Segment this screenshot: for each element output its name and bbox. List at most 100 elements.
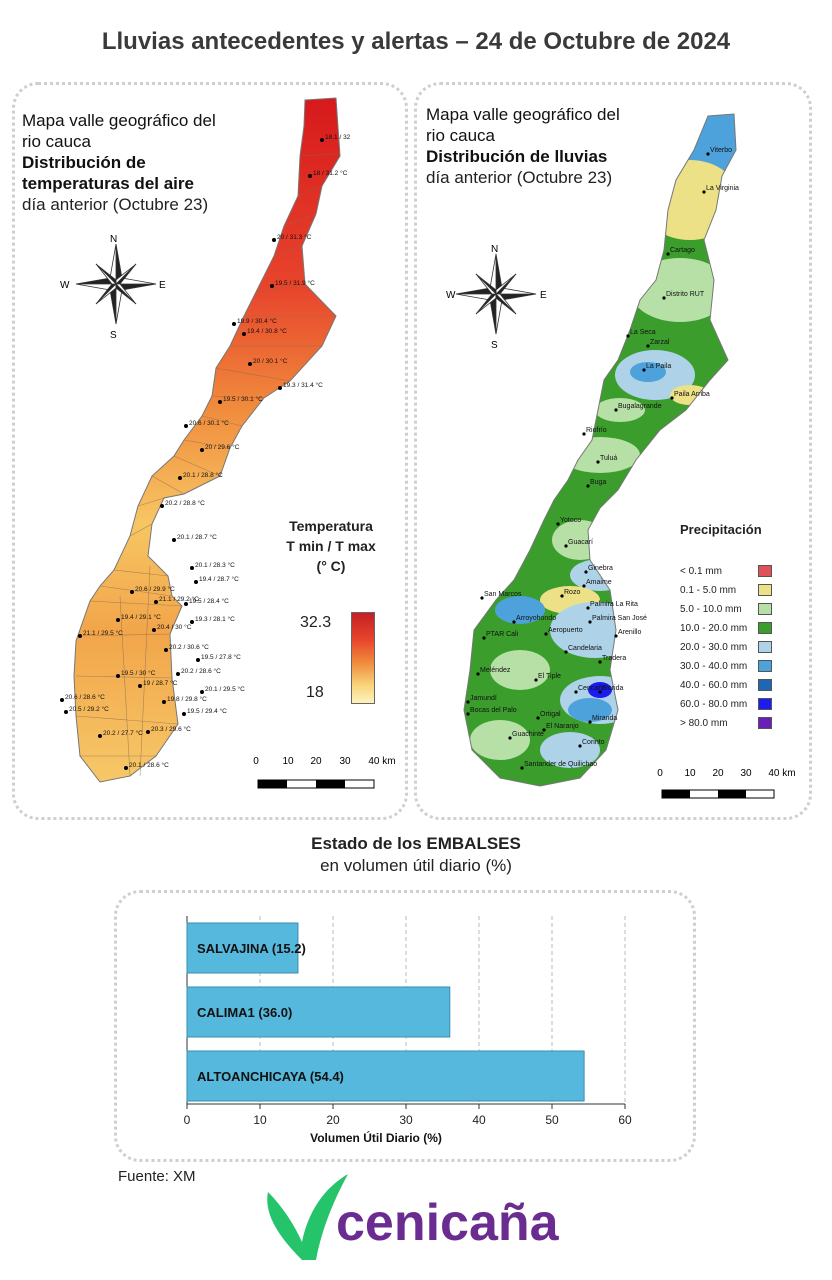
station-label: 20.6 / 28.6 °C bbox=[65, 693, 105, 701]
place-dot bbox=[534, 678, 538, 682]
rain-legend-swatch bbox=[758, 698, 772, 710]
place-label: El Tiple bbox=[538, 673, 561, 680]
temp-scale-10: 10 bbox=[282, 756, 294, 767]
station-dot bbox=[194, 580, 198, 584]
station-dot bbox=[308, 174, 312, 178]
rain-legend-swatch bbox=[758, 584, 772, 596]
temp-scale-20: 20 bbox=[310, 756, 322, 767]
temp-heading-line2: rio cauca bbox=[22, 132, 91, 151]
rain-scale-40: 40 km bbox=[768, 768, 795, 779]
place-label: La Seca bbox=[630, 329, 656, 336]
compass-n: N bbox=[110, 234, 117, 245]
place-dot bbox=[536, 716, 540, 720]
place-label: Ginebra bbox=[588, 565, 613, 572]
station-label: 21.1 / 29.2 °C bbox=[159, 595, 199, 603]
bar bbox=[186, 986, 451, 1038]
x-tick-label: 30 bbox=[399, 1113, 413, 1127]
rain-legend-title: Precipitación bbox=[680, 522, 762, 537]
compass-s: S bbox=[110, 330, 117, 341]
station-label: 19.8 / 29.8 °C bbox=[167, 695, 207, 703]
station-dot bbox=[200, 448, 204, 452]
station-dot bbox=[154, 600, 158, 604]
station-dot bbox=[270, 284, 274, 288]
temp-legend-title3: (° C) bbox=[316, 558, 346, 574]
place-label: Florida bbox=[602, 685, 624, 692]
station-label: 19.4 / 30.8 °C bbox=[247, 327, 287, 335]
place-label: Paila Arriba bbox=[674, 391, 710, 398]
bar-label: CALIMA1 (36.0) bbox=[197, 1005, 292, 1020]
station-label: 20.1 / 29.5 °C bbox=[205, 685, 245, 693]
station-dot bbox=[130, 590, 134, 594]
station-dot bbox=[176, 672, 180, 676]
station-label: 19.5 / 31.9 °C bbox=[275, 279, 315, 287]
station-dot bbox=[164, 648, 168, 652]
rain-scale-30: 30 bbox=[740, 768, 752, 779]
station-label: 20.2 / 27.7 °C bbox=[103, 729, 143, 737]
leaf-icon bbox=[267, 1174, 348, 1260]
rain-scale-10: 10 bbox=[684, 768, 696, 779]
bar-label: ALTOANCHICAYA (54.4) bbox=[197, 1069, 344, 1084]
place-label: Buga bbox=[590, 479, 606, 486]
station-dot bbox=[190, 566, 194, 570]
temperature-region-shape bbox=[73, 97, 341, 783]
bar bbox=[186, 922, 299, 974]
compass-rose-icon: N S E W bbox=[446, 244, 547, 351]
station-label: 20.1 / 28.7 °C bbox=[177, 533, 217, 541]
compass-e: E bbox=[540, 290, 547, 301]
station-label: 20.2 / 28.6 °C bbox=[181, 667, 221, 675]
rain-legend-label: < 0.1 mm bbox=[680, 566, 722, 577]
temp-heading-line1: Mapa valle geográfico del bbox=[22, 111, 216, 130]
place-dot bbox=[626, 334, 630, 338]
station-dot bbox=[138, 684, 142, 688]
place-label: Tradera bbox=[602, 655, 626, 662]
rain-legend-label: 5.0 - 10.0 mm bbox=[680, 604, 742, 615]
place-dot bbox=[556, 522, 560, 526]
station-dot bbox=[200, 690, 204, 694]
station-dot bbox=[152, 628, 156, 632]
place-dot bbox=[670, 396, 674, 400]
temp-legend-max: 32.3 bbox=[300, 614, 332, 631]
station-label: 19.5 / 27.8 °C bbox=[201, 653, 241, 661]
station-label: 20.5 / 29.2 °C bbox=[69, 705, 109, 713]
x-tick-label: 50 bbox=[545, 1113, 559, 1127]
place-label: PTAR Cali bbox=[486, 631, 519, 638]
rain-legend-swatch bbox=[758, 641, 772, 653]
place-dot bbox=[584, 570, 588, 574]
station-dot bbox=[248, 362, 252, 366]
rain-map: Viterbo La Virginia Cartago Distrito RUT La … bbox=[463, 113, 739, 787]
place-dot bbox=[466, 712, 470, 716]
station-dot bbox=[320, 138, 324, 142]
station-label: 20.2 / 30.6 °C bbox=[169, 643, 209, 651]
station-dot bbox=[196, 658, 200, 662]
station-label: 18 / 31.2 °C bbox=[313, 169, 348, 177]
bar-label: SALVAJINA (15.2) bbox=[197, 941, 306, 956]
place-dot bbox=[564, 544, 568, 548]
rain-panel bbox=[414, 82, 812, 820]
place-label: Ortigal bbox=[540, 711, 561, 718]
place-dot bbox=[596, 460, 600, 464]
place-dot bbox=[598, 690, 602, 694]
temp-heading-line5: día anterior (Octubre 23) bbox=[22, 195, 209, 214]
station-label: 20 / 29.6 °C bbox=[205, 443, 240, 451]
x-tick-label: 10 bbox=[253, 1113, 267, 1127]
temp-scale-40: 40 km bbox=[368, 756, 395, 767]
place-dot bbox=[586, 484, 590, 488]
station-label: 19.3 / 31.4 °C bbox=[283, 381, 323, 389]
station-dot bbox=[124, 766, 128, 770]
station-label: 19.5 / 30.1 °C bbox=[223, 395, 263, 403]
station-label: 20.3 / 29.6 °C bbox=[151, 725, 191, 733]
embalses-bar-chart: 0 10 20 30 40 50 60 SALVAJINA (15.2) CALIMA1 (36… bbox=[184, 916, 632, 1145]
compass-e: E bbox=[159, 280, 166, 291]
station-dot bbox=[232, 322, 236, 326]
place-label: Bocas del Palo bbox=[470, 707, 517, 714]
temp-legend-title1: Temperatura bbox=[289, 518, 373, 534]
station-dot bbox=[218, 400, 222, 404]
rain-region-outline bbox=[463, 113, 737, 787]
place-dot bbox=[508, 736, 512, 740]
place-dot bbox=[662, 296, 666, 300]
rain-scale-bar: 0 10 20 30 40 km bbox=[657, 768, 796, 799]
station-dot bbox=[162, 700, 166, 704]
station-dot bbox=[182, 712, 186, 716]
station-label: 19.3 / 28.1 °C bbox=[195, 615, 235, 623]
temp-legend-title2: T min / T max bbox=[286, 538, 376, 554]
